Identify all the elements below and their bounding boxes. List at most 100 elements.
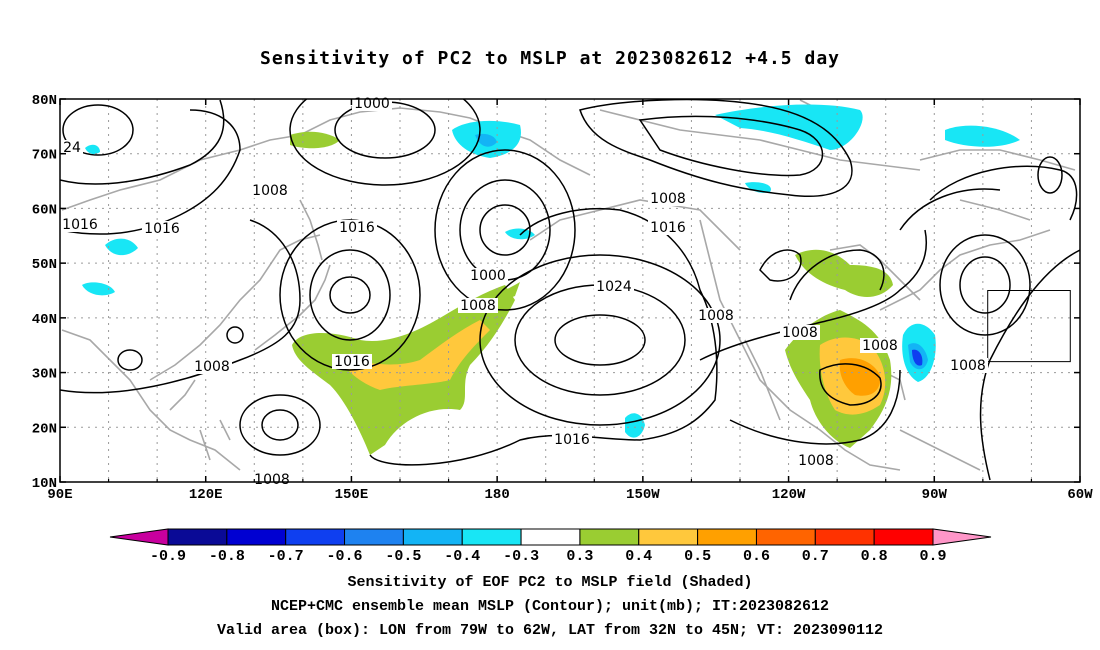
- lon-tick-label: 90W: [922, 487, 948, 503]
- colorbar-tick-label: 0.9: [919, 548, 946, 565]
- longitude-axis: 90E 120E 150E 180 150W 120W 90W 60W: [47, 99, 1093, 503]
- colorbar-tick-label: -0.9: [150, 548, 186, 565]
- lon-tick-label: 120E: [189, 487, 223, 503]
- contour-label-bg: [948, 358, 988, 373]
- contour-label-bg: [796, 453, 836, 468]
- caption-shaded-field: Sensitivity of EOF PC2 to MSLP field (Sh…: [347, 574, 753, 591]
- contour-label-bg: [252, 472, 292, 487]
- contour-label-bg: [250, 183, 290, 198]
- colorbar-tick-label: -0.7: [268, 548, 304, 565]
- contour-label: 1016: [334, 354, 370, 370]
- contour-label: 1024: [596, 279, 632, 295]
- colorbar-swatch: [638, 528, 699, 546]
- contour-label-bg: [458, 298, 498, 313]
- coastlines: [61, 99, 1076, 471]
- contour-label-bg: [142, 221, 182, 236]
- mslp-contours: [60, 99, 1080, 481]
- colorbar-swatch: [520, 528, 581, 546]
- colorbar-tick-label: -0.5: [385, 548, 421, 565]
- lon-tick-label: 180: [485, 487, 510, 503]
- colorbar-extend-high: [932, 528, 992, 546]
- colorbar-tick-label: 0.3: [566, 548, 593, 565]
- colorbar: [109, 528, 992, 546]
- lat-tick-label: 10N: [32, 476, 57, 492]
- colorbar-swatch: [697, 528, 757, 546]
- colorbar-tick-label: 0.8: [861, 548, 888, 565]
- contour-label-bg: [648, 191, 688, 206]
- lon-tick-label: 120W: [772, 487, 806, 503]
- caption-contour-field: NCEP+CMC ensemble mean MSLP (Contour); u…: [270, 598, 830, 615]
- colorbar-swatch: [402, 528, 463, 546]
- contour-label: 1008: [798, 453, 834, 469]
- colorbar-swatch: [167, 528, 228, 546]
- contour-label: 1008: [254, 472, 290, 488]
- caption-valid-area: Valid area (box): LON from 79W to 62W, L…: [216, 622, 884, 639]
- contour-label: 1008: [194, 359, 230, 375]
- colorbar-swatch: [579, 528, 640, 546]
- contour-label-bg: [696, 308, 736, 323]
- contour-label: 1016: [554, 432, 590, 448]
- contour-label: 1008: [950, 358, 986, 374]
- contour-labels: 1000 24 1008 1016 1016 1016 1008 1016 1000 1008 10…: [60, 96, 988, 488]
- lon-tick-label: 150W: [626, 487, 660, 503]
- lat-tick-label: 80N: [32, 93, 57, 109]
- colorbar-tick-label: 0.4: [625, 548, 652, 565]
- colorbar-labels: -0.9 -0.8 -0.7 -0.6 -0.5 -0.4 -0.3 0.3 0.4 0.5 0.6…: [150, 548, 947, 565]
- colorbar-tick-label: -0.3: [503, 548, 539, 565]
- contour-label-bg: [552, 432, 592, 447]
- contour-label: 1016: [62, 217, 98, 233]
- contour-label-bg: [594, 279, 634, 294]
- contour-label-bg: [648, 220, 688, 235]
- colorbar-swatch: [344, 528, 404, 546]
- contour-label: 1008: [252, 183, 288, 199]
- lat-tick-label: 30N: [32, 367, 57, 383]
- contour-label-bg: [61, 140, 83, 155]
- contour-label-bg: [337, 220, 377, 235]
- colorbar-swatch: [873, 528, 934, 546]
- colorbar-tick-label: 0.6: [743, 548, 770, 565]
- colorbar-tick-label: 0.5: [684, 548, 711, 565]
- lat-tick-label: 50N: [32, 257, 57, 273]
- contour-label: 1016: [144, 221, 180, 237]
- colorbar-tick-label: -0.8: [209, 548, 245, 565]
- lon-tick-label: 90E: [47, 487, 72, 503]
- lon-tick-label: 60W: [1067, 487, 1093, 503]
- latitude-axis: 10N 20N 30N 40N 50N 60N 70N 80N: [32, 93, 1080, 492]
- colorbar-swatch: [814, 528, 875, 546]
- colorbar-swatch: [226, 528, 287, 546]
- contour-label: 1016: [339, 220, 375, 236]
- lat-tick-label: 60N: [32, 202, 57, 218]
- colorbar-swatch: [285, 528, 346, 546]
- colorbar-extend-low: [109, 528, 169, 546]
- lat-tick-label: 70N: [32, 148, 57, 164]
- shaded-positive-regions: [290, 131, 893, 455]
- contour-label: 1008: [698, 308, 734, 324]
- contour-label-bg: [332, 354, 372, 369]
- colorbar-tick-label: -0.6: [327, 548, 363, 565]
- contour-label-bg: [60, 217, 100, 232]
- contour-label-bg: [192, 359, 232, 374]
- contour-label: 24: [63, 140, 81, 156]
- contour-label: 1008: [650, 191, 686, 207]
- contour-label: 1000: [470, 268, 506, 284]
- contour-label-bg: [468, 268, 508, 283]
- colorbar-swatch: [461, 528, 522, 546]
- colorbar-tick-label: 0.7: [802, 548, 829, 565]
- lat-tick-label: 20N: [32, 421, 57, 437]
- map-title: Sensitivity of PC2 to MSLP at 2023082612…: [259, 48, 840, 69]
- lon-tick-label: 150E: [335, 487, 369, 503]
- valid-area-box: [987, 290, 1071, 363]
- lat-tick-label: 40N: [32, 312, 57, 328]
- contour-label: 1016: [650, 220, 686, 236]
- contour-label: 1008: [782, 325, 818, 341]
- contour-label: 1008: [862, 338, 898, 354]
- contour-label-bg: [860, 338, 900, 353]
- contour-label: 1008: [460, 298, 496, 314]
- plot-frame: [59, 98, 1081, 483]
- colorbar-swatch: [755, 528, 816, 546]
- contour-label-bg: [780, 325, 820, 340]
- graticule-gridlines: [60, 99, 1080, 482]
- contour-label: 1000: [354, 96, 390, 112]
- colorbar-tick-label: -0.4: [444, 548, 480, 565]
